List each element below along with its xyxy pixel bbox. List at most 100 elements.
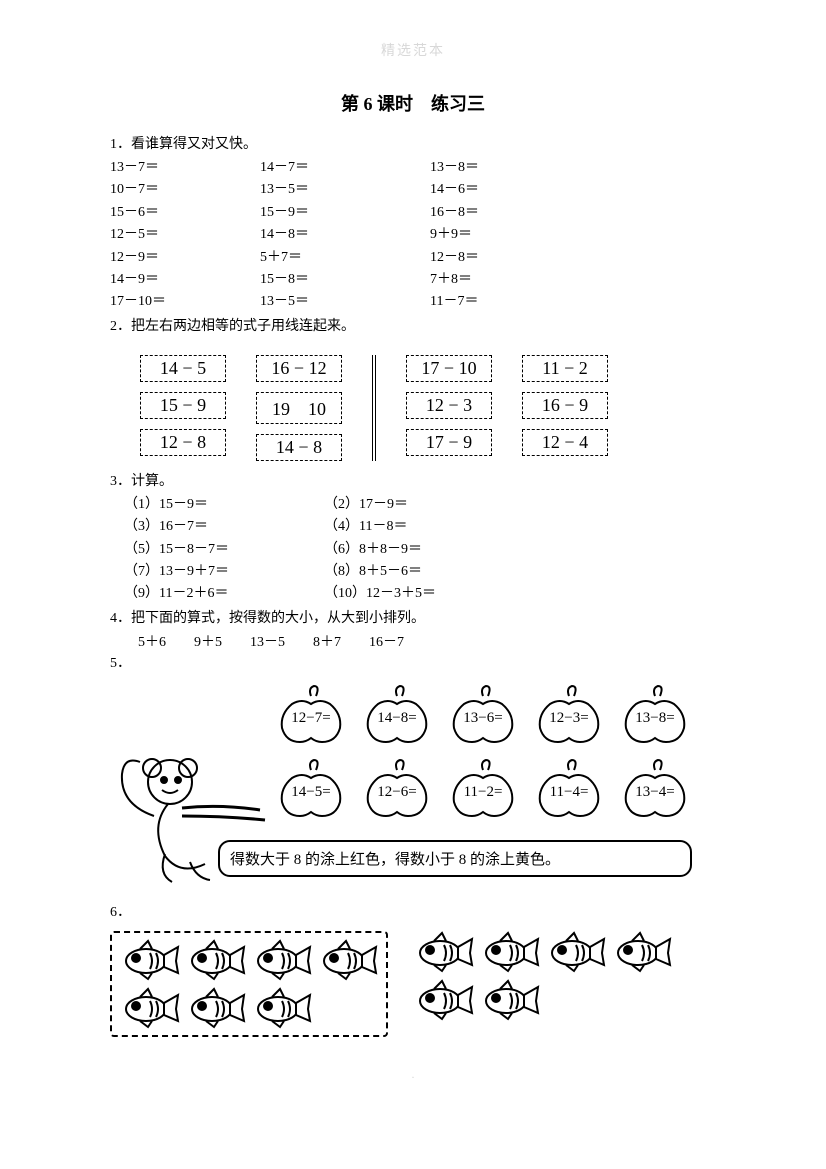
q6-figure bbox=[110, 931, 716, 1037]
fish-icon bbox=[186, 987, 246, 1029]
fish-icon bbox=[612, 931, 672, 973]
q3-grid: （1）15－9＝（2）17－9＝（3）16－7＝（4）11－8＝（5）15－8－… bbox=[124, 494, 716, 606]
fish-icon bbox=[120, 987, 180, 1029]
apple-item: 13−8= bbox=[614, 684, 696, 746]
q2-right-col-1: 17 − 10 12 − 3 17 − 9 bbox=[406, 355, 492, 461]
expression-box: 12 − 8 bbox=[140, 429, 226, 456]
apple-expression: 13−4= bbox=[614, 784, 696, 801]
q1-cell: 15－6＝ bbox=[110, 202, 260, 224]
apple-item: 14−5= bbox=[270, 758, 352, 820]
q1-cell: 10－7＝ bbox=[110, 179, 260, 201]
q3-cell: （9）11－2＋6＝ bbox=[124, 583, 324, 605]
expression-box: 15 − 9 bbox=[140, 392, 226, 419]
fish-icon bbox=[252, 987, 312, 1029]
q5-figure: 12−7=14−8=13−6=12−3=13−8= 14−5=12−6=11−2… bbox=[110, 680, 716, 900]
q1-cell: 13－8＝ bbox=[410, 157, 560, 179]
fish-group-left bbox=[110, 931, 388, 1037]
q5-label: 5． bbox=[110, 653, 716, 674]
fish-icon bbox=[414, 931, 474, 973]
q1-cell: 13－7＝ bbox=[110, 157, 260, 179]
q1-cell: 16－8＝ bbox=[410, 202, 560, 224]
apple-expression: 13−6= bbox=[442, 710, 524, 727]
q1-cell: 14－8＝ bbox=[260, 224, 410, 246]
fish-row bbox=[414, 931, 672, 973]
q2-left-col-2: 16 − 12 19 10 14 − 8 bbox=[256, 355, 342, 461]
q3-cell: （4）11－8＝ bbox=[324, 516, 524, 538]
apple-expression: 12−3= bbox=[528, 710, 610, 727]
q3-cell: （10）12－3＋5＝ bbox=[324, 583, 524, 605]
apple-item: 12−7= bbox=[270, 684, 352, 746]
q3-cell: （7）13－9＋7＝ bbox=[124, 561, 324, 583]
fish-icon bbox=[414, 979, 474, 1021]
q3-cell: （6）8＋8－9＝ bbox=[324, 539, 524, 561]
apple-expression: 14−8= bbox=[356, 710, 438, 727]
expression-box: 17 − 10 bbox=[406, 355, 492, 382]
q1-cell: 15－9＝ bbox=[260, 202, 410, 224]
fish-icon bbox=[252, 939, 312, 981]
fish-icon bbox=[318, 939, 378, 981]
expression-box: 19 10 bbox=[256, 392, 342, 424]
fish-icon bbox=[120, 939, 180, 981]
footer-mark: . bbox=[110, 1067, 716, 1082]
fish-icon bbox=[480, 979, 540, 1021]
apple-expression: 11−4= bbox=[528, 784, 610, 801]
apple-item: 12−3= bbox=[528, 684, 610, 746]
worksheet-page: 精选范本 第 6 课时 练习三 1．看谁算得又对又快。 13－7＝14－7＝13… bbox=[0, 0, 826, 1169]
expression-box: 17 − 9 bbox=[406, 429, 492, 456]
apple-row-2: 14−5=12−6=11−2=11−4=13−4= bbox=[270, 758, 696, 820]
q1-cell: 14－6＝ bbox=[410, 179, 560, 201]
q1-cell: 7＋8＝ bbox=[410, 269, 560, 291]
q4-expression: 5＋6 bbox=[138, 635, 166, 650]
speech-bubble: 得数大于 8 的涂上红色，得数小于 8 的涂上黄色。 bbox=[218, 840, 692, 877]
q3-cell: （8）8＋5－6＝ bbox=[324, 561, 524, 583]
q4-prompt: 4．把下面的算式，按得数的大小，从大到小排列。 bbox=[110, 608, 716, 629]
apple-item: 14−8= bbox=[356, 684, 438, 746]
q2-diagram: 14 − 5 15 − 9 12 − 8 16 − 12 19 10 14 − 8 17… bbox=[140, 355, 716, 461]
q1-cell: 17－10＝ bbox=[110, 291, 260, 313]
q6-label: 6． bbox=[110, 902, 716, 923]
fish-icon bbox=[186, 939, 246, 981]
q1-cell: 5＋7＝ bbox=[260, 247, 410, 269]
q1-grid: 13－7＝14－7＝13－8＝ 10－7＝13－5＝14－6＝ 15－6＝15－9＝… bbox=[110, 157, 716, 314]
page-title: 第 6 课时 练习三 bbox=[110, 90, 716, 116]
q4-expression: 16－7 bbox=[369, 635, 404, 650]
expression-box: 14 − 8 bbox=[256, 434, 342, 461]
expression-box: 14 − 5 bbox=[140, 355, 226, 382]
expression-box: 12 − 3 bbox=[406, 392, 492, 419]
fish-icon bbox=[480, 931, 540, 973]
apple-item: 13−6= bbox=[442, 684, 524, 746]
q2-divider bbox=[372, 355, 376, 461]
q2-prompt: 2．把左右两边相等的式子用线连起来。 bbox=[110, 316, 716, 337]
q4-expression: 9＋5 bbox=[194, 635, 222, 650]
q1-cell: 15－8＝ bbox=[260, 269, 410, 291]
fish-icon bbox=[546, 931, 606, 973]
fish-row bbox=[120, 987, 378, 1029]
q4-expression: 13－5 bbox=[250, 635, 285, 650]
q1-cell: 13－5＝ bbox=[260, 179, 410, 201]
q3-cell: （2）17－9＝ bbox=[324, 494, 524, 516]
q1-cell: 9＋9＝ bbox=[410, 224, 560, 246]
apple-expression: 11−2= bbox=[442, 784, 524, 801]
expression-box: 16 − 9 bbox=[522, 392, 608, 419]
expression-box: 16 − 12 bbox=[256, 355, 342, 382]
fish-row bbox=[120, 939, 378, 981]
apple-expression: 12−7= bbox=[270, 710, 352, 727]
apple-expression: 14−5= bbox=[270, 784, 352, 801]
expression-box: 11 − 2 bbox=[522, 355, 608, 382]
q4-expression: 8＋7 bbox=[313, 635, 341, 650]
apple-expression: 12−6= bbox=[356, 784, 438, 801]
q2-left-col-1: 14 − 5 15 − 9 12 − 8 bbox=[140, 355, 226, 461]
header-watermark: 精选范本 bbox=[110, 40, 716, 60]
q2-right-col-2: 11 − 216 − 912 − 4 bbox=[522, 355, 608, 461]
apple-item: 12−6= bbox=[356, 758, 438, 820]
q1-cell: 12－8＝ bbox=[410, 247, 560, 269]
q1-cell: 14－7＝ bbox=[260, 157, 410, 179]
q3-cell: （1）15－9＝ bbox=[124, 494, 324, 516]
q3-prompt: 3．计算。 bbox=[110, 471, 716, 492]
apple-item: 11−4= bbox=[528, 758, 610, 820]
q1-cell: 12－9＝ bbox=[110, 247, 260, 269]
q1-cell: 11－7＝ bbox=[410, 291, 560, 313]
q3-cell: （3）16－7＝ bbox=[124, 516, 324, 538]
fish-group-right bbox=[414, 931, 672, 1021]
apple-item: 13−4= bbox=[614, 758, 696, 820]
